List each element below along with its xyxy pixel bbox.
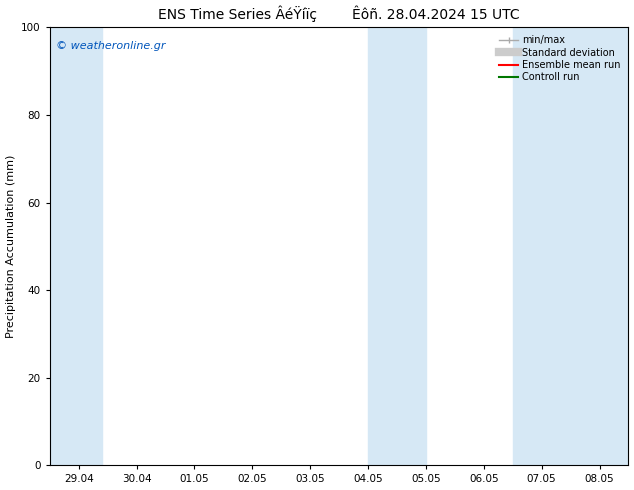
Legend: min/max, Standard deviation, Ensemble mean run, Controll run: min/max, Standard deviation, Ensemble me… (496, 32, 624, 85)
Y-axis label: Precipitation Accumulation (mm): Precipitation Accumulation (mm) (6, 155, 16, 338)
Title: ENS Time Series ÂéŸíïç        Êôñ. 28.04.2024 15 UTC: ENS Time Series ÂéŸíïç Êôñ. 28.04.2024 1… (158, 5, 520, 22)
Bar (49, 27, 102, 465)
Bar (368, 27, 426, 465)
Bar (513, 27, 628, 465)
Text: © weatheronline.gr: © weatheronline.gr (56, 41, 165, 50)
